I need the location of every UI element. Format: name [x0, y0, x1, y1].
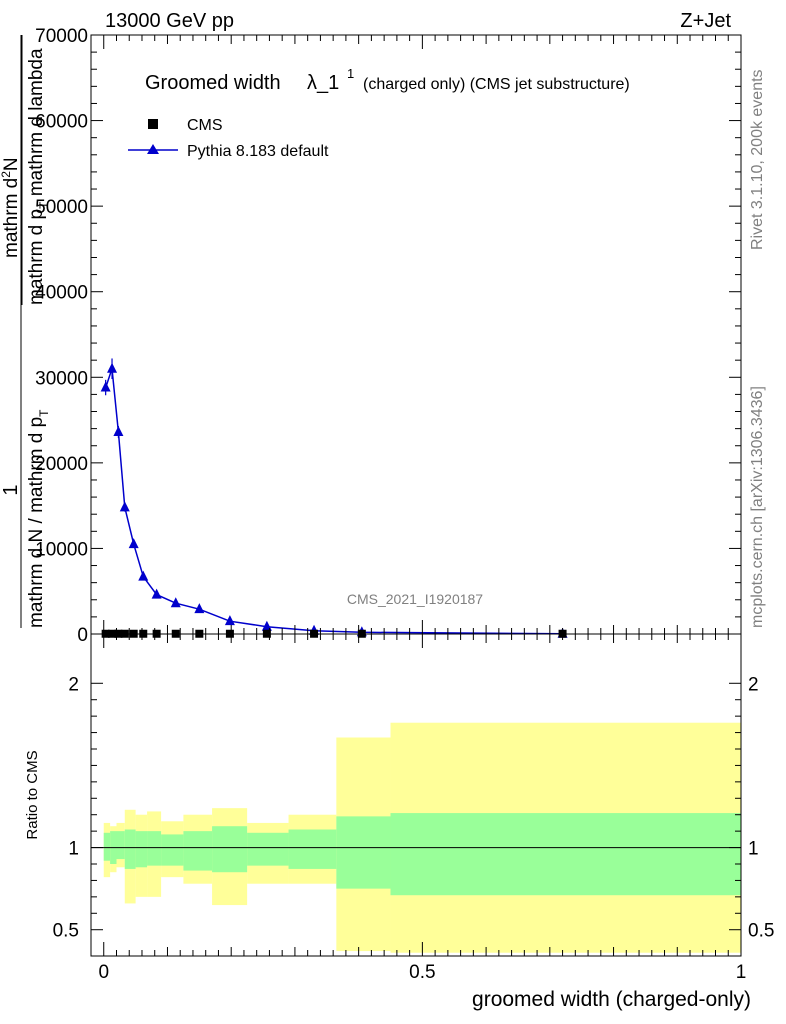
legend-cms-label: CMS — [187, 117, 223, 134]
ratio-plot-panel: 0.5 0.51 12 2 0 0.5 1 — [53, 35, 775, 983]
ratio-y-ticks: 0.5 0.5 1 1 2 2 — [53, 674, 775, 941]
y-tick-label: 50000 — [35, 197, 88, 218]
svg-text:mathrm d N / mathrm d pT: mathrm d N / mathrm d pT — [26, 409, 51, 628]
ratio-green-band — [390, 813, 741, 896]
y-tick-label: 40000 — [35, 283, 88, 304]
ratio-green-band — [212, 826, 248, 873]
ratio-green-band — [103, 832, 111, 861]
x-tick-label: 0 — [98, 962, 109, 983]
pythia-point — [224, 615, 235, 626]
legend-pythia-label: Pythia 8.183 default — [187, 143, 329, 160]
title-suffix: (charged only) (CMS jet substructure) — [363, 76, 630, 93]
pythia-point — [194, 603, 205, 614]
ratio-green-band — [116, 831, 125, 860]
pythia-point — [128, 538, 139, 549]
x-axis-label: groomed width (charged-only) — [472, 988, 751, 1011]
ratio-green-band — [161, 834, 184, 866]
title-superscript: 1 — [347, 66, 354, 81]
y-tick-label: 60000 — [35, 112, 88, 133]
main-y-axis-label: 1 mathrm d2N mathrm d pT mathrm d lambda… — [0, 35, 51, 628]
ratio-green-band — [247, 832, 289, 866]
svg-text:mathrm d pT mathrm d lambda: mathrm d pT mathrm d lambda — [26, 48, 51, 305]
y-tick-label: 10000 — [35, 539, 88, 560]
title-prefix: Groomed width — [145, 72, 281, 94]
rivet-version-text: Rivet 3.1.10, 200k events — [749, 69, 766, 250]
pythia-point — [100, 381, 111, 392]
legend: CMS Pythia 8.183 default — [128, 117, 329, 160]
ratio-y-tick-label-right: 2 — [748, 674, 759, 695]
process-label: Z+Jet — [680, 10, 731, 32]
svg-text:mathrm d2N: mathrm d2N — [0, 157, 22, 258]
ratio-y-tick-label: 2 — [68, 674, 79, 695]
pythia-point — [170, 597, 181, 608]
mcplots-reference-text: mcplots.cern.ch [arXiv:1306.3436] — [749, 386, 766, 628]
pythia-point — [113, 426, 124, 437]
y-tick-label: 70000 — [35, 26, 88, 47]
ratio-frame — [90, 633, 742, 957]
ratio-green-band — [288, 829, 337, 869]
ratio-y-tick-label-right: 0.5 — [748, 921, 774, 942]
ylabel-num1: mathrm d2N — [0, 157, 22, 258]
title-lambda: λ_1 — [307, 72, 339, 94]
ratio-green-band — [124, 829, 136, 869]
ratio-green-band — [147, 831, 162, 866]
plot-title: Groomed width λ_1 1 (charged only) (CMS … — [145, 66, 630, 94]
ratio-y-tick-label-right: 1 — [748, 839, 759, 860]
ratio-green-band — [135, 831, 148, 868]
main-plot-panel: 0 10000 20000 30000 40000 50000 60000 70000 CMS… — [35, 26, 742, 646]
ylabel-den: mathrm d N / mathrm d pT — [26, 409, 51, 628]
ratio-y-tick-label: 1 — [68, 839, 79, 860]
y-tick-label: 30000 — [35, 368, 88, 389]
pythia-point — [138, 570, 149, 581]
ratio-y-tick-label: 0.5 — [53, 921, 79, 942]
ratio-green-band — [183, 831, 213, 871]
pythia-point — [151, 588, 162, 599]
ratio-green-band — [336, 816, 391, 889]
y-tick-label: 0 — [77, 625, 88, 646]
pythia-point — [107, 362, 118, 373]
legend-pythia-marker — [147, 144, 159, 154]
energy-label: 13000 GeV pp — [105, 10, 234, 32]
analysis-watermark: CMS_2021_I1920187 — [347, 591, 483, 607]
x-tick-label: 1 — [736, 962, 747, 983]
y-tick-label: 20000 — [35, 454, 88, 475]
pythia-line — [104, 368, 563, 635]
main-series-layer — [100, 358, 568, 638]
ratio-bands-layer — [103, 722, 741, 953]
ylabel-num2: mathrm d pT mathrm d lambda — [26, 48, 51, 305]
ratio-y-axis-label: Ratio to CMS — [24, 750, 41, 839]
ylabel-one: 1 — [0, 484, 22, 495]
x-tick-label: 0.5 — [409, 962, 435, 983]
main-y-ticks: 0 10000 20000 30000 40000 50000 60000 70000 — [35, 26, 741, 646]
ratio-x-ticks: 0 0.5 1 — [98, 35, 746, 983]
legend-cms-marker — [148, 119, 158, 129]
pythia-point — [119, 501, 130, 512]
